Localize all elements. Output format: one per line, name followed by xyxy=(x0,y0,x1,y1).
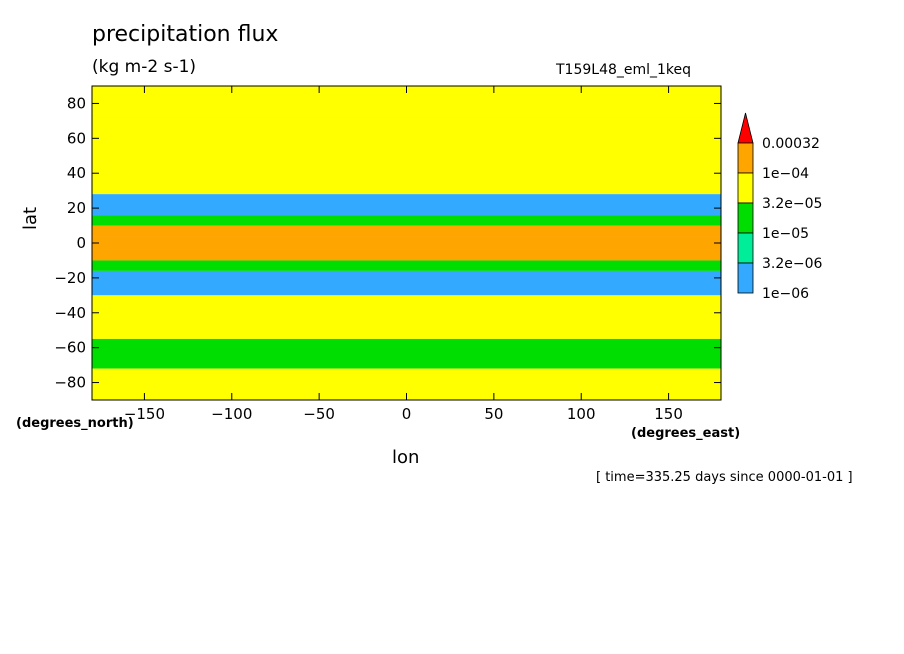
colorbar-level-label: 1e−05 xyxy=(762,226,809,242)
x-tick-label: −50 xyxy=(303,405,335,423)
heatmap-band-2 xyxy=(92,147,721,195)
x-tick-label: 50 xyxy=(484,405,503,423)
colorbar-level-label: 3.2e−05 xyxy=(762,196,822,212)
heatmap-band-5 xyxy=(92,225,721,237)
x-axis-label: lon xyxy=(392,447,420,468)
chart-units: (kg m-2 s-1) xyxy=(92,57,197,77)
y-tick-label: −60 xyxy=(54,339,86,357)
y-axis-label: lat xyxy=(20,206,41,230)
x-tick-label: 0 xyxy=(402,405,412,423)
heatmap-band-4 xyxy=(92,215,721,226)
run-id-label: T159L48_eml_1keq xyxy=(556,62,692,78)
colorbar-swatch xyxy=(737,232,754,264)
y-tick-label: 80 xyxy=(67,94,86,112)
y-tick-label: 40 xyxy=(67,164,86,182)
heatmap-band-1 xyxy=(92,113,721,148)
colorbar-level-label: 1e−04 xyxy=(762,166,809,182)
colorbar-swatch xyxy=(737,142,754,174)
heatmap-band-3 xyxy=(92,194,721,216)
y-tick-label: 0 xyxy=(76,234,86,252)
heatmap-band-6 xyxy=(92,236,721,250)
colorbar-overflow-arrow xyxy=(737,112,754,144)
y-axis-unit: (degrees_north) xyxy=(16,416,134,431)
heatmap-band-7 xyxy=(92,249,721,261)
heatmap-band-11 xyxy=(92,338,721,369)
time-footer: [ time=335.25 days since 0000-01-01 ] xyxy=(596,470,853,485)
y-tick-label: 20 xyxy=(67,199,86,217)
heatmap-band-9 xyxy=(92,270,721,296)
colorbar-swatch xyxy=(737,172,754,204)
colorbar-level-label: 1e−06 xyxy=(762,286,809,302)
x-tick-label: 100 xyxy=(567,405,596,423)
colorbar-swatch xyxy=(737,262,754,294)
heatmap-band-8 xyxy=(92,260,721,271)
heatmap-band-10 xyxy=(92,295,721,339)
y-tick-label: −20 xyxy=(54,269,86,287)
x-axis-unit: (degrees_east) xyxy=(631,426,741,441)
x-tick-label: 150 xyxy=(654,405,683,423)
colorbar-level-label: 3.2e−06 xyxy=(762,256,823,272)
chart-title: precipitation flux xyxy=(92,22,279,47)
colorbar-swatch xyxy=(737,202,754,234)
x-tick-label: −100 xyxy=(211,405,252,423)
colorbar-level-label: 0.00032 xyxy=(762,136,820,152)
y-tick-label: −80 xyxy=(54,374,86,392)
y-tick-label: 60 xyxy=(67,129,86,147)
x-tick-label: −150 xyxy=(124,405,165,423)
y-tick-label: −40 xyxy=(54,304,86,322)
